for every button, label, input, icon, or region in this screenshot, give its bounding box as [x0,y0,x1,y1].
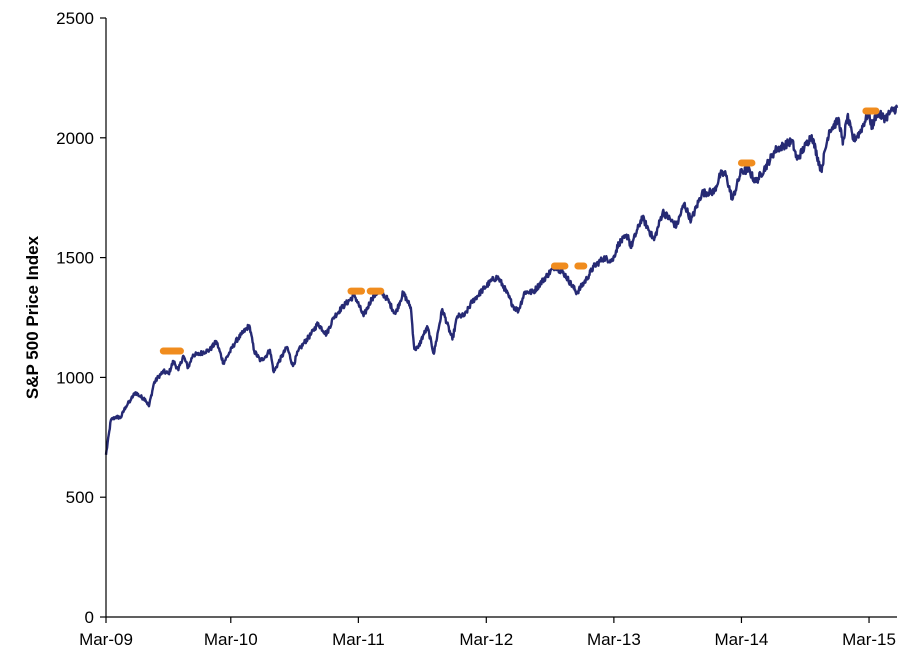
y-axis-title: S&P 500 Price Index [23,235,42,399]
x-tick-label: Mar-11 [332,630,385,649]
x-tick-label: Mar-09 [79,630,133,649]
y-tick-label: 2500 [56,9,94,28]
x-tick-label: Mar-12 [459,630,513,649]
y-tick-label: 1000 [56,368,94,387]
y-tick-label: 0 [85,608,94,627]
x-tick-label: Mar-14 [715,630,769,649]
series-group [104,104,899,455]
x-tick-label: Mar-10 [204,630,258,649]
x-tick-label: Mar-15 [842,630,896,649]
x-axis-ticks: Mar-09 Mar-10 Mar-11 Mar-12 Mar-13 Mar-14 Mar-… [79,617,896,649]
y-tick-label: 500 [66,488,94,507]
marker-group [159,107,880,355]
y-tick-label: 2000 [56,129,94,148]
x-tick-label: Mar-13 [587,630,641,649]
y-tick-label: 1500 [56,249,94,268]
y-axis-ticks: 0 500 1000 1500 2000 2500 [56,9,106,627]
sp500-series-line [104,104,899,455]
